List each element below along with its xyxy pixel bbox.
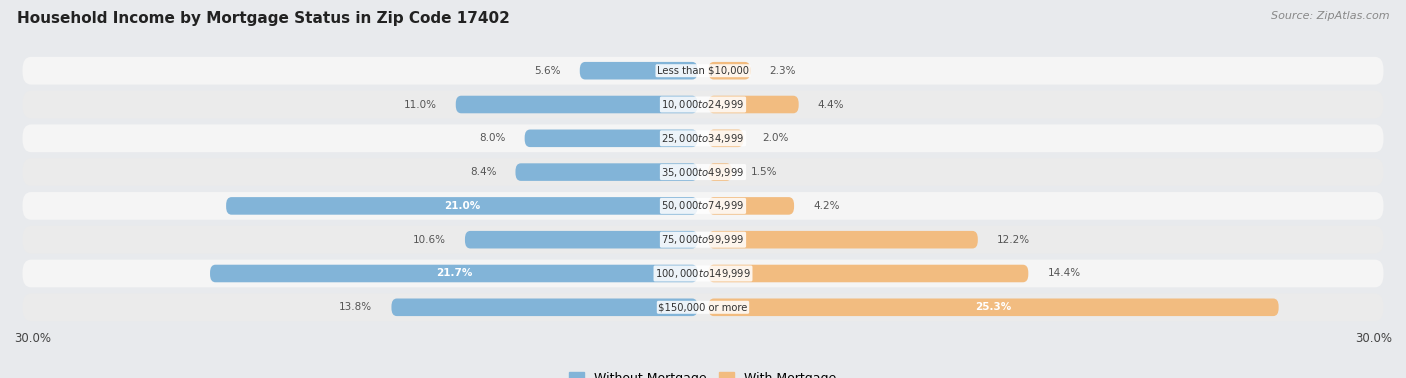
FancyBboxPatch shape (22, 293, 1384, 321)
FancyBboxPatch shape (516, 163, 697, 181)
FancyBboxPatch shape (709, 62, 751, 79)
FancyBboxPatch shape (22, 226, 1384, 254)
Text: $35,000 to $49,999: $35,000 to $49,999 (661, 166, 745, 178)
FancyBboxPatch shape (709, 96, 799, 113)
FancyBboxPatch shape (456, 96, 697, 113)
FancyBboxPatch shape (709, 163, 733, 181)
Text: Household Income by Mortgage Status in Zip Code 17402: Household Income by Mortgage Status in Z… (17, 11, 510, 26)
Text: 21.7%: 21.7% (436, 268, 472, 279)
Text: 2.3%: 2.3% (769, 66, 796, 76)
Text: $25,000 to $34,999: $25,000 to $34,999 (661, 132, 745, 145)
FancyBboxPatch shape (579, 62, 697, 79)
Text: 12.2%: 12.2% (997, 235, 1031, 245)
Text: 13.8%: 13.8% (339, 302, 373, 312)
Text: $75,000 to $99,999: $75,000 to $99,999 (661, 233, 745, 246)
FancyBboxPatch shape (391, 299, 697, 316)
Text: Less than $10,000: Less than $10,000 (657, 66, 749, 76)
Text: 5.6%: 5.6% (534, 66, 561, 76)
Text: 21.0%: 21.0% (444, 201, 479, 211)
FancyBboxPatch shape (709, 299, 1278, 316)
FancyBboxPatch shape (465, 231, 697, 248)
Text: 8.4%: 8.4% (470, 167, 496, 177)
Text: 2.0%: 2.0% (762, 133, 789, 143)
Legend: Without Mortgage, With Mortgage: Without Mortgage, With Mortgage (564, 367, 842, 378)
Text: 10.6%: 10.6% (413, 235, 446, 245)
Text: 1.5%: 1.5% (751, 167, 778, 177)
FancyBboxPatch shape (209, 265, 697, 282)
Text: 8.0%: 8.0% (479, 133, 506, 143)
Text: $10,000 to $24,999: $10,000 to $24,999 (661, 98, 745, 111)
Text: 30.0%: 30.0% (14, 332, 51, 345)
Text: 14.4%: 14.4% (1047, 268, 1081, 279)
FancyBboxPatch shape (709, 265, 1028, 282)
Text: 11.0%: 11.0% (404, 99, 437, 110)
FancyBboxPatch shape (524, 130, 697, 147)
Text: $50,000 to $74,999: $50,000 to $74,999 (661, 200, 745, 212)
Text: 4.4%: 4.4% (818, 99, 845, 110)
Text: $150,000 or more: $150,000 or more (658, 302, 748, 312)
Text: 25.3%: 25.3% (976, 302, 1012, 312)
FancyBboxPatch shape (709, 197, 794, 215)
FancyBboxPatch shape (709, 130, 744, 147)
FancyBboxPatch shape (22, 124, 1384, 152)
FancyBboxPatch shape (226, 197, 697, 215)
Text: 30.0%: 30.0% (1355, 332, 1392, 345)
FancyBboxPatch shape (22, 158, 1384, 186)
Text: Source: ZipAtlas.com: Source: ZipAtlas.com (1271, 11, 1389, 21)
FancyBboxPatch shape (22, 57, 1384, 85)
FancyBboxPatch shape (22, 192, 1384, 220)
Text: 4.2%: 4.2% (813, 201, 839, 211)
FancyBboxPatch shape (22, 91, 1384, 118)
FancyBboxPatch shape (709, 231, 977, 248)
FancyBboxPatch shape (22, 260, 1384, 287)
Text: $100,000 to $149,999: $100,000 to $149,999 (655, 267, 751, 280)
